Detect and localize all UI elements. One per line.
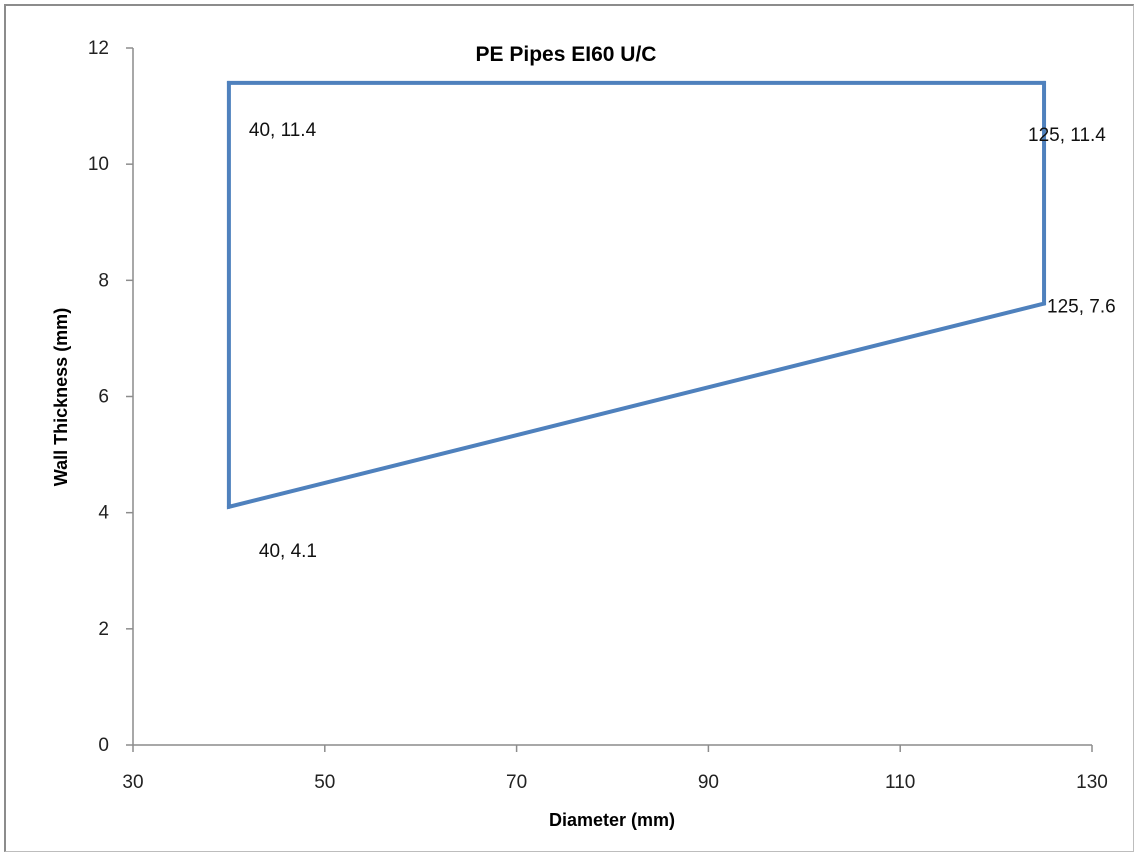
x-tick-label: 30 [122, 772, 143, 793]
chart-title: PE Pipes EI60 U/C [476, 43, 657, 66]
x-tick-label: 70 [506, 772, 527, 793]
data-point [1042, 301, 1047, 306]
x-tick-label: 110 [885, 772, 915, 793]
axes [132, 48, 1092, 746]
data-point [1042, 80, 1047, 85]
y-tick-label: 10 [88, 154, 109, 175]
x-axis-title: Diameter (mm) [549, 810, 675, 830]
y-tick-label: 4 [98, 503, 109, 524]
data-label: 40, 11.4 [249, 120, 317, 141]
y-tick-label: 0 [98, 735, 109, 756]
data-label: 40, 4.1 [259, 541, 317, 562]
y-axis-title: Wall Thickness (mm) [51, 308, 71, 486]
x-tick-label: 130 [1076, 772, 1108, 793]
x-tick-label: 90 [698, 772, 719, 793]
data-label: 125, 7.6 [1047, 297, 1116, 318]
data-point [226, 80, 231, 85]
y-tick-label: 6 [98, 387, 109, 408]
series-line [226, 80, 1047, 510]
data-point [226, 504, 231, 509]
y-ticks: 0 2 4 6 8 10 12 [88, 38, 133, 756]
series-group [226, 80, 1047, 510]
x-tick-label: 50 [314, 772, 335, 793]
y-tick-label: 8 [98, 270, 109, 291]
data-label: 125, 11.4 [1028, 125, 1106, 146]
y-tick-label: 12 [88, 38, 109, 59]
data-labels: 40, 4.1 40, 11.4 125, 11.4 125, 7.6 [249, 120, 1116, 562]
x-ticks: 30 50 70 90 110 130 [122, 745, 1108, 793]
y-tick-label: 2 [98, 619, 109, 640]
